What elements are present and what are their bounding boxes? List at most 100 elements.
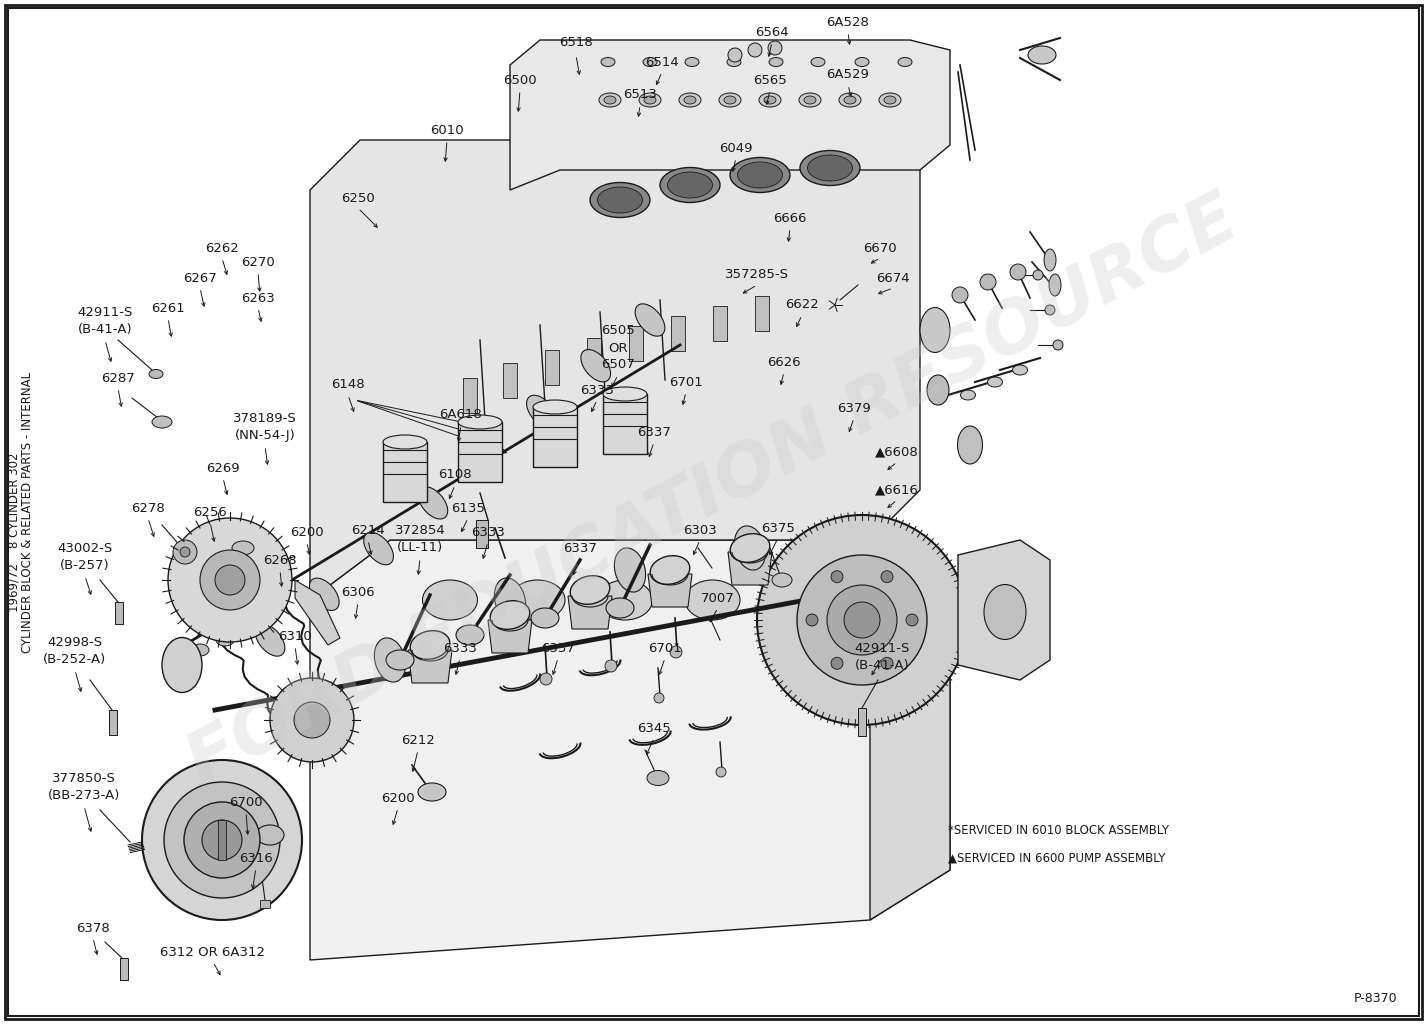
Text: ▲SERVICED IN 6600 PUMP ASSEMBLY: ▲SERVICED IN 6600 PUMP ASSEMBLY <box>948 852 1166 864</box>
Circle shape <box>748 43 762 57</box>
Ellipse shape <box>472 441 502 473</box>
Ellipse shape <box>635 304 665 336</box>
Ellipse shape <box>410 631 450 659</box>
Text: 6379: 6379 <box>838 401 870 415</box>
Text: 6565: 6565 <box>753 74 786 86</box>
Bar <box>545 350 559 385</box>
Circle shape <box>880 570 893 583</box>
Circle shape <box>539 673 552 685</box>
Polygon shape <box>568 596 612 629</box>
Ellipse shape <box>255 825 284 845</box>
Ellipse shape <box>1013 365 1027 375</box>
Text: 6200: 6200 <box>381 792 415 805</box>
Ellipse shape <box>958 426 983 464</box>
Ellipse shape <box>679 93 701 106</box>
Bar <box>629 326 644 361</box>
Ellipse shape <box>604 96 616 104</box>
Text: P-8370: P-8370 <box>1353 992 1397 1006</box>
Text: 1969/72    8 CYLINDER 302: 1969/72 8 CYLINDER 302 <box>7 453 20 611</box>
Ellipse shape <box>457 625 484 645</box>
Circle shape <box>831 657 843 670</box>
Ellipse shape <box>731 534 769 562</box>
Polygon shape <box>509 40 950 190</box>
Text: 6518: 6518 <box>559 36 592 48</box>
Ellipse shape <box>960 390 976 400</box>
Text: 6049: 6049 <box>719 141 753 155</box>
Text: ▲6608: ▲6608 <box>875 445 919 459</box>
Ellipse shape <box>598 580 652 620</box>
Text: 6A528: 6A528 <box>826 15 869 29</box>
Polygon shape <box>488 620 532 653</box>
Text: 6256: 6256 <box>193 506 227 518</box>
Text: 6626: 6626 <box>768 355 801 369</box>
Text: 6270: 6270 <box>241 256 275 268</box>
Text: 6212: 6212 <box>401 733 435 746</box>
Text: (B-41-A): (B-41-A) <box>855 659 909 673</box>
Circle shape <box>1045 305 1055 315</box>
Text: FORD EDUCATION RESOURCE: FORD EDUCATION RESOURCE <box>177 184 1250 800</box>
Text: (BB-273-A): (BB-273-A) <box>49 790 120 803</box>
Text: 6622: 6622 <box>785 299 819 311</box>
Ellipse shape <box>599 93 621 106</box>
Polygon shape <box>408 650 452 683</box>
Ellipse shape <box>571 575 609 604</box>
Text: 6674: 6674 <box>876 271 910 285</box>
Text: 6135: 6135 <box>451 502 485 514</box>
Circle shape <box>654 693 664 703</box>
Text: 6310: 6310 <box>278 630 313 642</box>
Ellipse shape <box>772 580 828 620</box>
Ellipse shape <box>527 395 557 428</box>
Ellipse shape <box>651 556 689 585</box>
Text: 6564: 6564 <box>755 26 789 39</box>
Text: 6269: 6269 <box>205 462 240 474</box>
Circle shape <box>728 48 742 62</box>
Text: 6262: 6262 <box>205 242 238 255</box>
Circle shape <box>173 540 197 564</box>
Text: 6A529: 6A529 <box>826 69 869 82</box>
Text: CYLINDER BLOCK & RELATED PARTS - INTERNAL: CYLINDER BLOCK & RELATED PARTS - INTERNA… <box>21 372 34 652</box>
Ellipse shape <box>1045 249 1056 271</box>
Text: (B-252-A): (B-252-A) <box>43 653 107 667</box>
Bar <box>108 710 117 735</box>
Ellipse shape <box>364 532 394 565</box>
Ellipse shape <box>685 57 699 67</box>
Circle shape <box>1053 340 1063 350</box>
Ellipse shape <box>534 400 577 414</box>
Ellipse shape <box>191 644 208 656</box>
Text: 6700: 6700 <box>230 796 263 809</box>
Ellipse shape <box>898 57 912 67</box>
Circle shape <box>143 760 303 920</box>
Ellipse shape <box>684 96 696 104</box>
Ellipse shape <box>987 377 1003 387</box>
Ellipse shape <box>726 57 741 67</box>
Circle shape <box>215 565 245 595</box>
Text: 43002-S: 43002-S <box>57 542 113 555</box>
Circle shape <box>164 782 280 898</box>
Text: 6214: 6214 <box>351 523 385 537</box>
Text: (B-257): (B-257) <box>60 559 110 572</box>
Polygon shape <box>870 540 950 920</box>
Text: 6108: 6108 <box>438 469 472 481</box>
Circle shape <box>806 614 818 626</box>
Ellipse shape <box>385 650 414 670</box>
Circle shape <box>843 602 880 638</box>
Ellipse shape <box>148 370 163 379</box>
Bar <box>586 338 601 373</box>
Polygon shape <box>728 552 772 585</box>
Circle shape <box>716 767 726 777</box>
Text: 6148: 6148 <box>331 379 365 391</box>
Circle shape <box>798 555 928 685</box>
Ellipse shape <box>606 598 634 618</box>
Ellipse shape <box>382 435 427 449</box>
Circle shape <box>906 614 918 626</box>
Circle shape <box>168 518 293 642</box>
Ellipse shape <box>879 93 900 106</box>
Ellipse shape <box>255 624 285 656</box>
Circle shape <box>880 657 893 670</box>
Ellipse shape <box>531 608 559 628</box>
Text: 6505: 6505 <box>601 324 635 337</box>
Text: 6666: 6666 <box>773 212 806 224</box>
Text: 6287: 6287 <box>101 372 136 384</box>
Ellipse shape <box>458 415 502 429</box>
Text: 7007: 7007 <box>701 592 735 604</box>
